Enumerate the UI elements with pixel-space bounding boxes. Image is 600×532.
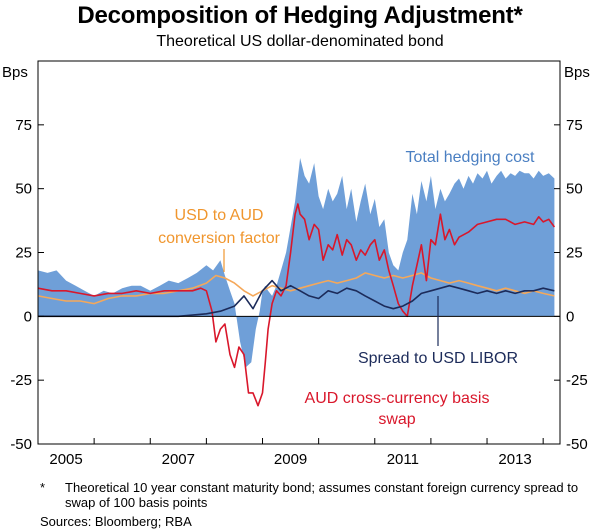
series-line-aud-cross-currency-basis-swap	[37, 203, 556, 407]
annotation-basis-swap-line1: AUD cross-currency basis	[305, 390, 490, 407]
y-tick-label-right: 25	[566, 245, 583, 262]
x-tick-label: 2005	[49, 451, 82, 468]
footnote-marker: *	[40, 480, 46, 495]
series-area-total-hedging-cost	[38, 158, 555, 368]
y-tick-label-right: -50	[566, 436, 588, 453]
y-tick-label-left: 75	[15, 117, 32, 134]
y-tick-label-left: 0	[24, 308, 32, 325]
plot-area	[37, 158, 556, 407]
annotation-usd-to-aud-line1: USD to AUD	[175, 207, 264, 224]
annotation-basis-swap-line2: swap	[378, 411, 415, 428]
y-tick-label-left: 25	[15, 245, 32, 262]
y-axis-unit-left: Bps	[2, 64, 28, 81]
sources-note: Sources: Bloomberg; RBA	[40, 514, 192, 529]
chart-title: Decomposition of Hedging Adjustment*	[77, 2, 523, 29]
x-tick-label: 2013	[498, 451, 531, 468]
y-tick-label-right: 0	[566, 308, 574, 325]
x-tick-label: 2011	[387, 451, 419, 468]
footnote-text: Theoretical 10 year constant maturity bo…	[65, 480, 579, 510]
y-tick-label-right: -25	[566, 372, 588, 389]
annotation-usd-to-aud-line2: conversion factor	[158, 230, 281, 247]
chart-subtitle: Theoretical US dollar-denominated bond	[156, 33, 444, 50]
annotation-spread-to-usd-libor: Spread to USD LIBOR	[358, 350, 518, 367]
y-tick-label-left: -50	[10, 436, 32, 453]
y-tick-label-left: 50	[15, 181, 32, 198]
annotation-total-hedging-cost: Total hedging cost	[406, 149, 536, 166]
axes: -50 -50 -25 -25 0 0 25 25 50 50 75 75 2005 2007 2009 20…	[10, 117, 587, 468]
y-tick-label-left: -25	[10, 372, 32, 389]
x-tick-label: 2009	[274, 451, 307, 468]
y-tick-label-right: 75	[566, 117, 583, 134]
y-tick-label-right: 50	[566, 181, 583, 198]
y-axis-unit-right: Bps	[564, 64, 590, 81]
x-tick-label: 2007	[162, 451, 195, 468]
series-line-spread-to-usd-libor	[38, 279, 555, 318]
